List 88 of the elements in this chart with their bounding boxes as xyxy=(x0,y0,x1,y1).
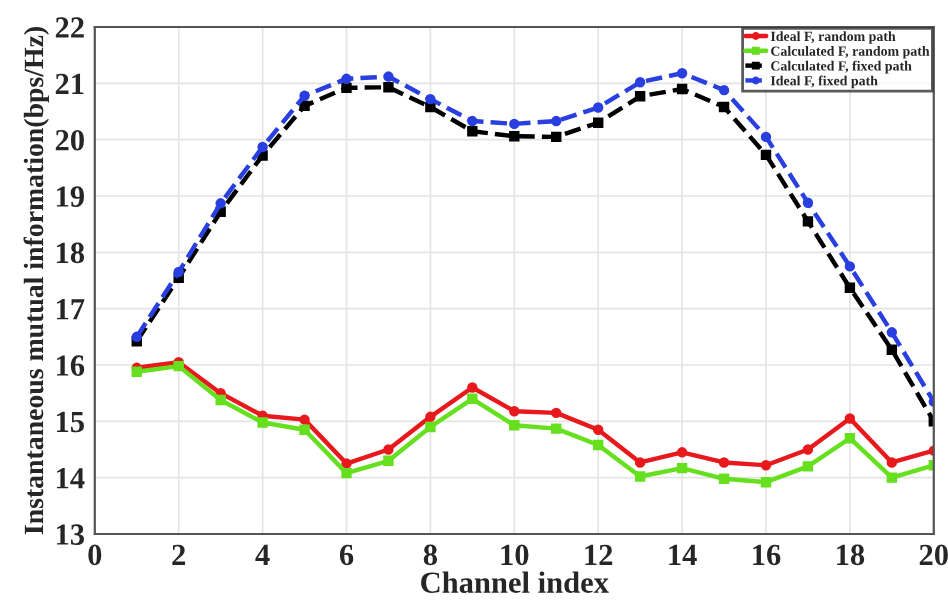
x-tick-label: 4 xyxy=(255,544,270,565)
x-tick-label: 10 xyxy=(501,544,529,566)
y-tick-label: 18 xyxy=(56,242,85,264)
point xyxy=(760,131,772,143)
point xyxy=(592,117,604,128)
point xyxy=(551,131,562,143)
point xyxy=(802,444,814,455)
point xyxy=(383,444,394,455)
y-tick-label: 19 xyxy=(56,186,84,207)
y-tick-label: 20 xyxy=(55,129,84,151)
point xyxy=(760,476,772,488)
point xyxy=(131,331,142,343)
x-tick-label: 0 xyxy=(88,544,102,566)
point xyxy=(886,457,898,468)
point xyxy=(509,420,520,431)
y-tick-label: 15 xyxy=(56,411,84,433)
point xyxy=(676,462,688,474)
point xyxy=(634,77,646,88)
point xyxy=(844,282,856,294)
point xyxy=(257,417,268,428)
point xyxy=(299,424,310,435)
point xyxy=(299,90,310,101)
x-tick-label: 18 xyxy=(837,544,865,566)
point xyxy=(634,471,646,482)
point xyxy=(802,461,814,472)
point xyxy=(718,473,730,484)
point xyxy=(886,472,898,483)
point xyxy=(676,83,688,95)
y-tick-label: 17 xyxy=(56,299,85,320)
point xyxy=(425,421,436,433)
point xyxy=(509,405,520,417)
point xyxy=(215,394,226,406)
point xyxy=(509,118,520,130)
y-tick-label: 13 xyxy=(56,524,85,545)
point xyxy=(634,91,646,102)
point xyxy=(551,407,562,419)
x-tick-label: 6 xyxy=(339,544,354,566)
point xyxy=(844,261,856,272)
point xyxy=(802,216,814,227)
y-tick-label: 16 xyxy=(56,355,85,376)
x-tick-label: 14 xyxy=(669,544,697,565)
x-tick-label: 2 xyxy=(172,544,186,565)
point xyxy=(383,82,394,93)
point xyxy=(844,413,856,424)
y-tick-label: 21 xyxy=(55,73,84,94)
point xyxy=(299,100,310,112)
point xyxy=(341,467,352,479)
point xyxy=(718,84,730,96)
point xyxy=(383,455,394,466)
point xyxy=(383,71,394,82)
point xyxy=(718,457,730,468)
point xyxy=(467,393,478,405)
point xyxy=(299,414,310,425)
point xyxy=(886,344,898,355)
point xyxy=(886,327,898,338)
point xyxy=(341,458,352,469)
point xyxy=(844,433,856,444)
y-axis-title: Instantaneous mutual information(bps/Hz) xyxy=(23,27,49,535)
point xyxy=(467,115,478,127)
point xyxy=(341,73,352,85)
point xyxy=(551,423,562,434)
point xyxy=(173,266,184,278)
point xyxy=(592,439,604,451)
x-axis-title: Channel index xyxy=(421,571,609,593)
point xyxy=(718,101,730,113)
x-tick-label: 12 xyxy=(585,544,613,565)
point xyxy=(592,102,604,113)
point xyxy=(802,197,814,208)
point xyxy=(551,115,562,127)
point xyxy=(509,131,520,142)
point xyxy=(676,67,688,79)
point xyxy=(467,126,478,137)
point xyxy=(257,141,268,153)
point xyxy=(467,382,478,393)
x-tick-label: 16 xyxy=(753,544,781,566)
y-tick-label: 22 xyxy=(55,17,84,38)
point xyxy=(425,93,436,105)
point xyxy=(215,198,226,209)
y-tick-label: 14 xyxy=(56,468,85,489)
point xyxy=(425,411,436,423)
x-tick-label: 20 xyxy=(919,544,948,566)
point xyxy=(341,82,352,94)
point xyxy=(676,447,688,458)
point xyxy=(760,460,772,471)
point xyxy=(634,457,646,468)
point xyxy=(760,149,772,161)
x-tick-label: 8 xyxy=(423,544,438,566)
point xyxy=(592,424,604,435)
